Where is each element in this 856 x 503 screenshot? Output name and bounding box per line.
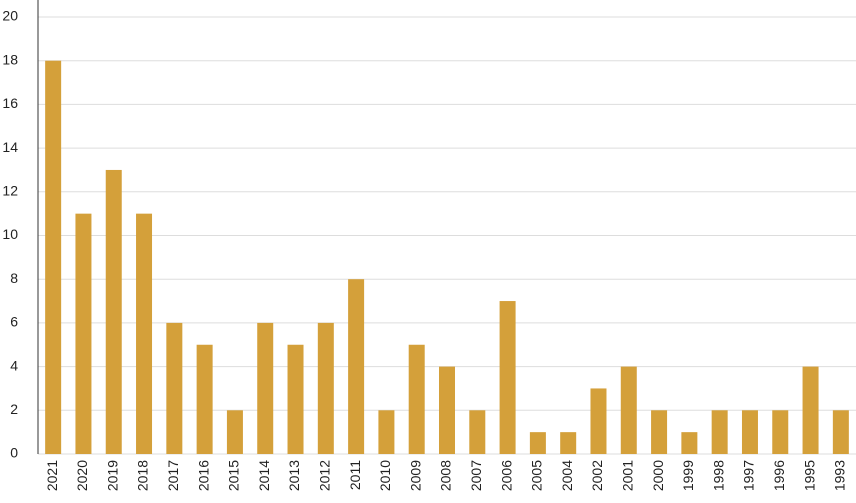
y-tick-label: 20 [2, 8, 18, 24]
x-tick-label: 2011 [347, 460, 363, 490]
y-tick-label: 14 [2, 139, 18, 155]
bar [287, 344, 304, 454]
y-tick-label: 10 [2, 226, 18, 242]
bar [802, 366, 819, 454]
x-tick-label: 2018 [135, 460, 151, 491]
y-tick-label: 2 [10, 401, 18, 417]
bar [711, 410, 728, 454]
x-tick-label: 2009 [407, 460, 423, 491]
bar [45, 60, 62, 454]
x-tick-label: 2002 [589, 460, 605, 491]
bar [105, 169, 122, 454]
bar [651, 410, 668, 454]
bar [408, 344, 425, 454]
y-tick-label: 0 [10, 445, 18, 461]
bar [499, 301, 516, 454]
bar [832, 410, 849, 454]
x-tick-label: 2015 [226, 460, 242, 491]
bar [469, 410, 486, 454]
bar [741, 410, 758, 454]
x-tick-label: 2006 [498, 460, 514, 491]
bar [317, 322, 334, 454]
x-tick-label: 2007 [468, 460, 484, 491]
x-tick-label: 2008 [438, 460, 454, 491]
x-tick-label: 2014 [256, 460, 272, 491]
x-tick-label: 1999 [680, 460, 696, 491]
x-tick-label: 2013 [286, 460, 302, 491]
x-tick-label: 2005 [529, 460, 545, 491]
x-tick-label: 1993 [832, 460, 848, 491]
bar [348, 279, 365, 454]
bar [196, 344, 213, 454]
bar [166, 322, 183, 454]
x-tick-label: 2004 [559, 460, 575, 491]
bar [681, 432, 698, 454]
x-tick-label: 2000 [650, 460, 666, 491]
y-tick-label: 12 [2, 183, 18, 199]
x-tick-label: 1996 [771, 460, 787, 491]
x-tick-label: 2001 [619, 460, 635, 491]
x-tick-label: 2020 [74, 460, 90, 491]
bar [136, 213, 153, 454]
x-tick-label: 1998 [710, 460, 726, 491]
y-tick-label: 6 [10, 314, 18, 330]
bar [529, 432, 546, 454]
bar [772, 410, 789, 454]
bar [257, 322, 274, 454]
bar [378, 410, 395, 454]
y-tick-label: 4 [10, 357, 18, 373]
x-tick-label: 2019 [104, 460, 120, 491]
bar [560, 432, 577, 454]
y-tick-label: 16 [2, 95, 18, 111]
x-tick-label: 2021 [44, 460, 60, 491]
bar [620, 366, 637, 454]
x-tick-label: 2012 [317, 460, 333, 491]
bar [439, 366, 455, 454]
x-tick-label: 1997 [741, 460, 757, 491]
y-tick-label: 8 [10, 270, 18, 286]
x-tick-label: 2016 [195, 460, 211, 491]
x-tick-label: 1995 [801, 460, 817, 491]
bar [590, 388, 607, 454]
x-tick-label: 2010 [377, 460, 393, 491]
bar [226, 410, 243, 454]
bar [75, 213, 92, 454]
x-tick-label: 2017 [165, 460, 181, 491]
y-tick-label: 18 [2, 51, 18, 67]
